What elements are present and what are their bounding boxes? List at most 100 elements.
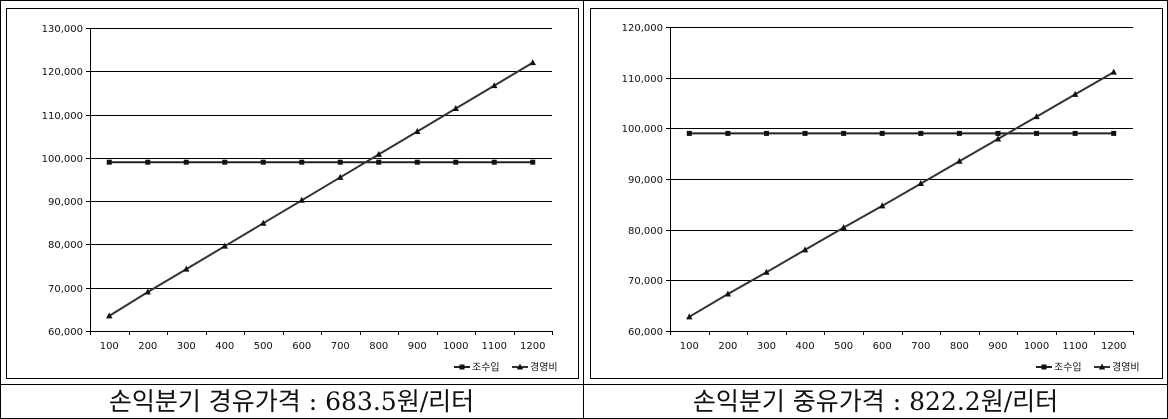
data-point-triangle (183, 265, 190, 272)
data-point-square (299, 159, 305, 165)
data-point-square (453, 159, 459, 165)
y-tick-label: 70,000 (48, 284, 83, 295)
y-tick-label: 110,000 (42, 111, 83, 122)
chart-frame (590, 8, 1163, 379)
x-tick-label: 300 (177, 341, 196, 352)
x-tick-label: 900 (988, 341, 1007, 352)
chart-panel-left: 60,000 70,000 80,000 90,000 100,000 110,000 12… (0, 0, 583, 384)
data-point-square (763, 130, 769, 136)
y-tick-label: 90,000 (628, 175, 663, 186)
x-tick-label: 800 (950, 341, 969, 352)
x-tick-label: 200 (718, 341, 737, 352)
y-tick-label: 60,000 (628, 327, 663, 338)
data-point-square (841, 130, 847, 136)
y-tick-label: 120,000 (622, 23, 663, 34)
data-point-triangle (724, 290, 732, 297)
data-point-triangle (917, 180, 924, 187)
line-chart-heavy-oil: 60,000 70,000 80,000 90,000 100,000 110,000 12… (590, 8, 1163, 379)
x-tick-label: 500 (254, 341, 273, 352)
x-tick-label: 900 (408, 341, 427, 352)
data-point-square (183, 159, 189, 165)
data-point-square (1034, 130, 1040, 136)
data-point-triangle (298, 196, 305, 203)
x-tick-label: 1200 (520, 341, 545, 352)
data-point-triangle (801, 246, 809, 253)
data-point-triangle (221, 242, 228, 249)
x-tick-label: 1200 (1101, 341, 1126, 352)
x-tick-label: 400 (795, 341, 814, 352)
legend-square-marker (1041, 364, 1047, 370)
legend-square-marker (459, 364, 465, 370)
data-point-triangle (414, 127, 421, 134)
y-tick-label: 70,000 (628, 276, 663, 287)
x-tick-label: 200 (138, 341, 157, 352)
legend-triangle-marker (1098, 363, 1106, 370)
data-point-square (802, 130, 808, 136)
data-point-square (376, 159, 382, 165)
data-point-triangle (529, 59, 536, 66)
data-point-triangle (879, 202, 886, 209)
data-point-triangle (763, 268, 770, 275)
data-point-square (956, 130, 962, 136)
data-point-triangle (840, 224, 847, 231)
legend-label: 조수입 (472, 361, 500, 374)
data-point-triangle (1110, 68, 1117, 75)
x-tick-label: 800 (369, 341, 388, 352)
data-point-triangle (1033, 113, 1040, 120)
chart-panel-right: 60,000 70,000 80,000 90,000 100,000 110,000 12… (584, 0, 1167, 384)
data-point-square (530, 159, 536, 165)
data-point-square (491, 159, 497, 165)
x-tick-label: 1000 (443, 341, 468, 352)
data-point-triangle (994, 135, 1002, 142)
data-point-triangle (144, 288, 151, 295)
y-tick-label: 80,000 (628, 226, 663, 237)
data-point-square (725, 130, 731, 136)
chart-frame (6, 8, 579, 379)
data-point-triangle (686, 313, 693, 320)
data-point-square (145, 159, 151, 165)
data-point-square (1111, 130, 1117, 136)
x-tick-label: 1000 (1024, 341, 1049, 352)
data-point-square (918, 130, 924, 136)
data-point-square (337, 159, 343, 165)
y-tick-label: 90,000 (48, 197, 83, 208)
y-tick-label: 100,000 (42, 154, 83, 165)
border-left (0, 0, 1, 419)
legend-triangle-marker (516, 363, 524, 370)
x-tick-label: 700 (331, 341, 350, 352)
x-tick-label: 600 (873, 341, 892, 352)
y-tick-label: 110,000 (622, 74, 663, 85)
y-tick-label: 100,000 (622, 124, 663, 135)
legend-label: 조수입 (1054, 361, 1082, 374)
data-point-triangle (260, 219, 267, 226)
data-point-triangle (491, 82, 498, 89)
data-point-square (106, 159, 112, 165)
border-top (0, 0, 1168, 1)
x-tick-label: 1100 (1062, 341, 1087, 352)
data-point-square (222, 159, 228, 165)
data-point-triangle (1071, 90, 1079, 97)
x-tick-label: 1100 (482, 341, 507, 352)
series-line-1 (688, 71, 1115, 318)
line-chart-diesel: 60,000 70,000 80,000 90,000 100,000 110,000 12… (6, 8, 579, 379)
data-point-square (260, 159, 266, 165)
x-tick-label: 600 (292, 341, 311, 352)
data-point-square (995, 130, 1001, 136)
y-tick-label: 130,000 (42, 24, 83, 35)
data-point-square (879, 130, 885, 136)
caption-left: 손익분기 경유가격 : 683.5원/리터 (108, 387, 475, 416)
x-tick-label: 100 (100, 341, 119, 352)
data-point-square (686, 130, 692, 136)
border-mid (0, 384, 1168, 385)
x-tick-label: 500 (834, 341, 853, 352)
legend-label: 경영비 (530, 361, 558, 374)
caption-right: 손익분기 중유가격 : 822.2원/리터 (692, 387, 1059, 416)
y-tick-label: 120,000 (42, 67, 83, 78)
data-point-triangle (452, 105, 459, 112)
data-point-triangle (106, 312, 113, 319)
x-tick-label: 100 (680, 341, 699, 352)
data-point-square (414, 159, 420, 165)
data-point-triangle (375, 150, 382, 157)
data-point-square (1072, 130, 1078, 136)
